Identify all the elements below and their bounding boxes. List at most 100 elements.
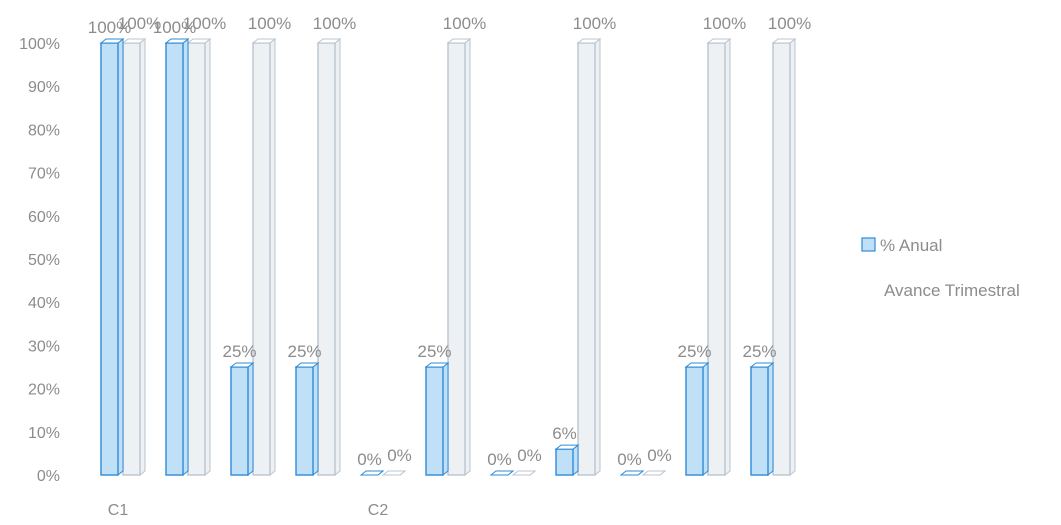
bar-avance-trimestral-front: [707, 42, 726, 476]
data-label-avance: 0%: [387, 446, 412, 465]
bar-avance-trimestral-side: [204, 37, 211, 477]
bar-anual: [359, 470, 385, 476]
data-label-anual: 25%: [677, 342, 711, 361]
bar-anual-top: [359, 470, 385, 476]
x-category-label: C1: [108, 502, 129, 519]
bar-avance-trimestral-front: [252, 42, 271, 476]
bar-avance-trimestral-top: [771, 38, 797, 44]
bar-anual-top: [684, 362, 710, 368]
y-tick-label: 20%: [28, 382, 60, 399]
bar-anual-top: [619, 470, 645, 476]
bar-anual-top: [164, 38, 190, 44]
y-tick-label: 100%: [19, 36, 60, 53]
bar-anual-front: [100, 42, 119, 476]
data-label-avance: 100%: [703, 14, 746, 33]
bar-avance-trimestral-front: [122, 42, 141, 476]
bar-anual: [99, 37, 125, 477]
data-label-avance: 100%: [248, 14, 291, 33]
bar-avance-trimestral-top: [186, 38, 212, 44]
y-tick-label: 0%: [37, 468, 60, 485]
y-tick-label: 90%: [28, 79, 60, 96]
bar-anual-front: [230, 366, 249, 476]
bar-anual-side: [572, 444, 579, 477]
bar-avance-trimestral: [316, 37, 342, 477]
data-label-avance: 100%: [768, 14, 811, 33]
bar-avance-trimestral-side: [789, 37, 796, 477]
bar-avance-trimestral: [251, 37, 277, 477]
bar-anual-side: [182, 37, 189, 477]
data-label-anual: 100%: [88, 18, 131, 37]
y-tick-label: 50%: [28, 252, 60, 269]
bar-anual-front: [295, 366, 314, 476]
bar-anual-front: [750, 366, 769, 476]
bar-avance-trimestral-side: [334, 37, 341, 477]
bar-anual: [489, 470, 515, 476]
bar-anual-top: [554, 444, 580, 450]
data-label-anual: 25%: [222, 342, 256, 361]
bar-avance-trimestral-top: [381, 470, 407, 476]
data-label-anual: 6%: [552, 424, 577, 443]
bar-anual-front: [685, 366, 704, 476]
bar-avance-trimestral-top: [251, 38, 277, 44]
bar-anual-front: [165, 42, 184, 476]
y-tick-label: 80%: [28, 122, 60, 139]
bar-avance-trimestral: [771, 37, 797, 477]
x-axis: C1 C2: [108, 502, 389, 519]
bar-avance-trimestral-side: [464, 37, 471, 477]
bar-anual-side: [312, 361, 319, 477]
bar-avance-trimestral-side: [724, 37, 731, 477]
bar-avance-trimestral: [576, 37, 602, 477]
bar-anual-top: [424, 362, 450, 368]
data-label-anual: 25%: [417, 342, 451, 361]
bar-anual-side: [767, 361, 774, 477]
legend-label-anual: % Anual: [880, 236, 942, 255]
bar-anual: [619, 470, 645, 476]
bar-anual: [229, 361, 255, 477]
data-label-avance: 100%: [183, 14, 226, 33]
bar-anual-top: [294, 362, 320, 368]
bar-anual: [164, 37, 190, 477]
bar-avance-trimestral: [186, 37, 212, 477]
bar-avance-trimestral: [706, 37, 732, 477]
data-label-anual: 100%: [153, 18, 196, 37]
y-axis: 0% 10% 20% 30% 40% 50% 60% 70% 80% 90% 100%: [19, 36, 60, 485]
bar-anual-top: [749, 362, 775, 368]
bar-avance-trimestral-top: [706, 38, 732, 44]
bar-anual: [554, 444, 580, 477]
bar-anual: [424, 361, 450, 477]
y-tick-label: 10%: [28, 425, 60, 442]
bar-anual: [684, 361, 710, 477]
bar-avance-trimestral-top: [641, 470, 667, 476]
bar-avance-trimestral-front: [317, 42, 336, 476]
bar-avance-trimestral-front: [577, 42, 596, 476]
bar-avance-trimestral-side: [269, 37, 276, 477]
bar-avance-trimestral-top: [511, 470, 537, 476]
x-category-label: C2: [368, 502, 389, 519]
data-label-avance: 100%: [443, 14, 486, 33]
data-label-anual: 0%: [617, 450, 642, 469]
plot-area: [99, 37, 797, 477]
bar-avance-trimestral: [381, 470, 407, 476]
data-label-anual: 25%: [287, 342, 321, 361]
data-label-anual: 25%: [742, 342, 776, 361]
bar-avance-trimestral-front: [772, 42, 791, 476]
bar-anual-side: [247, 361, 254, 477]
bar-avance-trimestral: [641, 470, 667, 476]
bar-avance-trimestral: [121, 37, 147, 477]
bar-anual: [294, 361, 320, 477]
legend: % Anual Avance Trimestral: [861, 236, 1020, 300]
legend-label-avance: Avance Trimestral: [884, 281, 1020, 300]
data-label-anual: 0%: [487, 450, 512, 469]
bar-anual: [749, 361, 775, 477]
bar-avance-trimestral-front: [447, 42, 466, 476]
bar-avance-trimestral-top: [446, 38, 472, 44]
data-label-avance: 0%: [647, 446, 672, 465]
bar-anual-top: [229, 362, 255, 368]
legend-swatch-anual: [861, 237, 876, 252]
bar-avance-trimestral-top: [576, 38, 602, 44]
bar-avance-trimestral-front: [187, 42, 206, 476]
data-label-avance: 100%: [313, 14, 356, 33]
data-label-anual: 0%: [357, 450, 382, 469]
bar-avance-trimestral-top: [121, 38, 147, 44]
